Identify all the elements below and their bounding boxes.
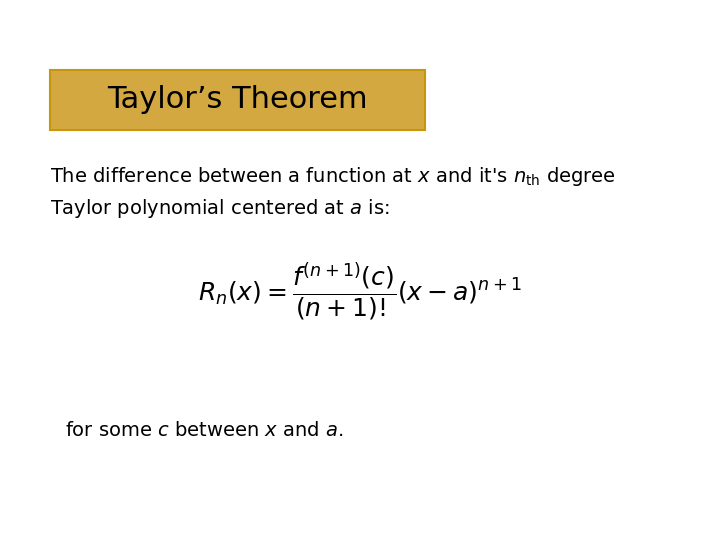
FancyBboxPatch shape <box>50 70 425 130</box>
Text: for some $c$ between $x$ and $a$.: for some $c$ between $x$ and $a$. <box>65 421 343 440</box>
Text: $R_n\left(x\right)=\dfrac{f^{(n+1)}(c)}{(n+1)!}\left(x-a\right)^{n+1}$: $R_n\left(x\right)=\dfrac{f^{(n+1)}(c)}{… <box>198 260 522 323</box>
Text: The difference between a function at $x$ and it's $n_{\mathrm{th}}$ degree: The difference between a function at $x$… <box>50 165 616 188</box>
Text: Taylor’s Theorem: Taylor’s Theorem <box>107 85 368 114</box>
Text: Taylor polynomial centered at $a$ is:: Taylor polynomial centered at $a$ is: <box>50 197 390 220</box>
